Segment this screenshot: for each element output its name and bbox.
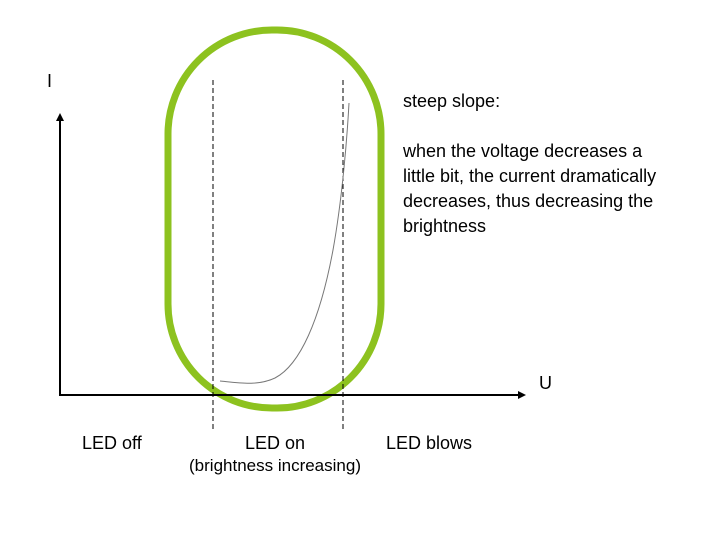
- region-label-led-on-title: LED on: [244, 433, 306, 453]
- annotation-text: when the voltage decreases a little bit,…: [403, 139, 656, 239]
- annotation-title: steep slope:: [403, 91, 501, 111]
- y-axis-label: I: [47, 71, 53, 91]
- region-label-led-blows: LED blows: [386, 433, 473, 453]
- highlight-oval: [164, 26, 385, 412]
- iv-curve: [219, 102, 350, 384]
- annotation-line: when the voltage decreases a: [403, 141, 643, 161]
- annotation-line: brightness: [403, 216, 487, 236]
- annotation-line: decreases, thus decreasing the: [403, 191, 654, 211]
- annotation-line: little bit, the current dramatically: [403, 166, 657, 186]
- region-label-led-on: LED on (brightness increasing): [185, 431, 365, 475]
- x-axis-label: U: [539, 373, 552, 393]
- region-label-led-on-subtitle: (brightness increasing): [189, 456, 361, 475]
- region-label-led-off: LED off: [82, 433, 142, 453]
